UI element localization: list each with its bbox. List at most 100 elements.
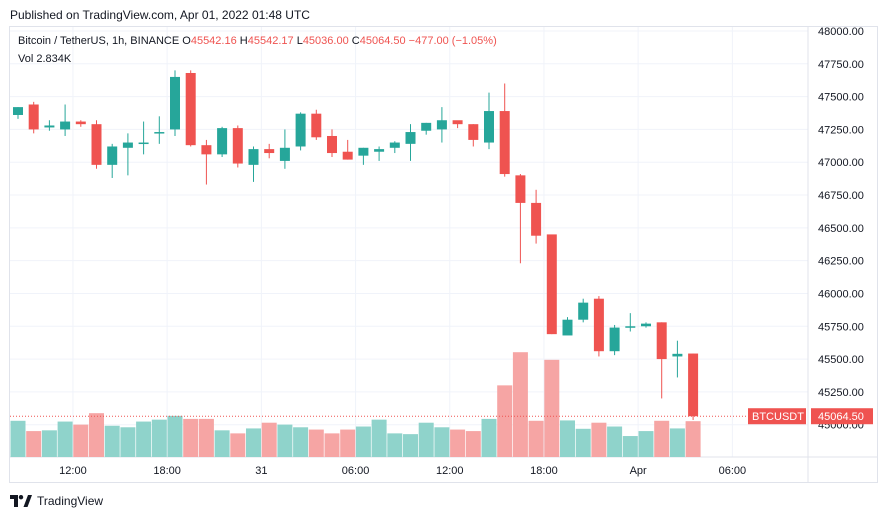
candle-body[interactable] bbox=[264, 149, 275, 154]
candle-body[interactable] bbox=[170, 76, 180, 130]
volume-bar[interactable] bbox=[293, 427, 309, 457]
y-tick-label: 46000.00 bbox=[818, 288, 864, 300]
volume-bar[interactable] bbox=[371, 419, 387, 457]
volume-bar[interactable] bbox=[151, 419, 167, 457]
candle-body[interactable] bbox=[641, 323, 651, 327]
symbol-tag: BTCUSDT bbox=[752, 411, 804, 423]
volume-bar[interactable] bbox=[73, 424, 89, 457]
volume-bar[interactable] bbox=[575, 428, 591, 457]
last-price-label: 45064.50 bbox=[818, 411, 864, 423]
volume-bar[interactable] bbox=[261, 422, 277, 457]
volume-bar[interactable] bbox=[355, 426, 371, 457]
volume-bar[interactable] bbox=[230, 433, 246, 457]
candle-body[interactable] bbox=[28, 104, 39, 130]
volume-bar[interactable] bbox=[26, 431, 42, 457]
candle-body[interactable] bbox=[295, 113, 306, 147]
candle-body[interactable] bbox=[656, 322, 667, 360]
candle-body[interactable] bbox=[593, 298, 604, 352]
volume-bar[interactable] bbox=[560, 420, 575, 457]
candle-body[interactable] bbox=[60, 121, 71, 130]
x-tick-label: 31 bbox=[255, 465, 267, 477]
candle-body[interactable] bbox=[625, 326, 636, 328]
candle-body[interactable] bbox=[358, 147, 369, 156]
volume-bar[interactable] bbox=[465, 431, 481, 457]
candle-body[interactable] bbox=[122, 142, 133, 148]
volume-bar[interactable] bbox=[638, 431, 654, 457]
candle-body[interactable] bbox=[562, 319, 573, 336]
candle-body[interactable] bbox=[484, 111, 494, 143]
candle-body[interactable] bbox=[531, 202, 542, 236]
volume-bar[interactable] bbox=[528, 420, 544, 457]
candle-body[interactable] bbox=[13, 107, 23, 115]
candle-body[interactable] bbox=[405, 132, 416, 144]
candle-body[interactable] bbox=[138, 142, 149, 145]
volume-bar[interactable] bbox=[104, 425, 120, 457]
candle-body[interactable] bbox=[452, 120, 463, 125]
candle-body[interactable] bbox=[279, 147, 290, 161]
volume-bar[interactable] bbox=[654, 420, 670, 457]
candle-body[interactable] bbox=[248, 149, 259, 165]
tradingview-logo-icon bbox=[10, 495, 32, 507]
candle-body[interactable] bbox=[609, 327, 620, 352]
legend-close-value: 45064.50 bbox=[359, 35, 406, 47]
volume-bar[interactable] bbox=[544, 359, 560, 457]
volume-bar[interactable] bbox=[198, 418, 214, 457]
volume-bar[interactable] bbox=[403, 434, 418, 457]
candle-body[interactable] bbox=[217, 128, 228, 155]
volume-bar[interactable] bbox=[57, 421, 73, 457]
candle-body[interactable] bbox=[499, 111, 510, 175]
candle-body[interactable] bbox=[688, 353, 699, 417]
candle-body[interactable] bbox=[91, 124, 102, 165]
last-price-label-box bbox=[811, 408, 873, 425]
y-tick-label: 45750.00 bbox=[818, 321, 864, 333]
candle-body[interactable] bbox=[327, 135, 337, 154]
candle-body[interactable] bbox=[374, 149, 385, 152]
volume-bar[interactable] bbox=[89, 413, 104, 457]
volume-bar[interactable] bbox=[214, 430, 230, 457]
candle-body[interactable] bbox=[389, 142, 400, 148]
volume-bar[interactable] bbox=[497, 385, 513, 457]
volume-bar[interactable] bbox=[512, 352, 528, 457]
volume-bar[interactable] bbox=[120, 427, 136, 457]
volume-bar[interactable] bbox=[418, 422, 434, 457]
volume-bar[interactable] bbox=[183, 418, 199, 457]
volume-bar[interactable] bbox=[607, 426, 623, 457]
volume-bar[interactable] bbox=[308, 429, 324, 457]
candle-body[interactable] bbox=[75, 121, 86, 125]
volume-bar[interactable] bbox=[685, 421, 701, 457]
volume-bar[interactable] bbox=[450, 429, 466, 457]
volume-bar[interactable] bbox=[669, 428, 685, 457]
volume-bar[interactable] bbox=[246, 428, 261, 457]
candle-body[interactable] bbox=[201, 145, 212, 155]
volume-bar[interactable] bbox=[340, 429, 356, 457]
candle-body[interactable] bbox=[421, 122, 432, 131]
candle-body[interactable] bbox=[232, 128, 243, 164]
candle-body[interactable] bbox=[515, 175, 526, 203]
candle-body[interactable] bbox=[44, 125, 55, 128]
candle-body[interactable] bbox=[578, 302, 589, 320]
candle-body[interactable] bbox=[468, 124, 479, 140]
tradingview-brand[interactable]: TradingView bbox=[10, 494, 103, 508]
candle-body[interactable] bbox=[342, 151, 353, 160]
volume-bar[interactable] bbox=[591, 422, 607, 457]
volume-bar[interactable] bbox=[387, 433, 403, 457]
volume-bar[interactable] bbox=[10, 420, 26, 457]
y-tick-label: 46500.00 bbox=[818, 223, 864, 235]
y-tick-label: 46250.00 bbox=[818, 256, 864, 268]
candle-body[interactable] bbox=[436, 120, 447, 130]
volume-bar[interactable] bbox=[41, 430, 57, 457]
volume-bar[interactable] bbox=[622, 436, 638, 457]
candle-body[interactable] bbox=[311, 113, 322, 138]
volume-bar[interactable] bbox=[136, 421, 152, 457]
volume-bar[interactable] bbox=[324, 433, 340, 457]
volume-bar[interactable] bbox=[481, 418, 497, 457]
candle-body[interactable] bbox=[546, 234, 557, 335]
candle-body[interactable] bbox=[185, 72, 196, 146]
volume-bar[interactable] bbox=[277, 424, 293, 457]
candle-body[interactable] bbox=[154, 132, 165, 134]
candle-body[interactable] bbox=[672, 353, 683, 357]
volume-bar[interactable] bbox=[434, 427, 450, 457]
volume-bar[interactable] bbox=[167, 415, 183, 457]
candle-body[interactable] bbox=[107, 146, 118, 165]
